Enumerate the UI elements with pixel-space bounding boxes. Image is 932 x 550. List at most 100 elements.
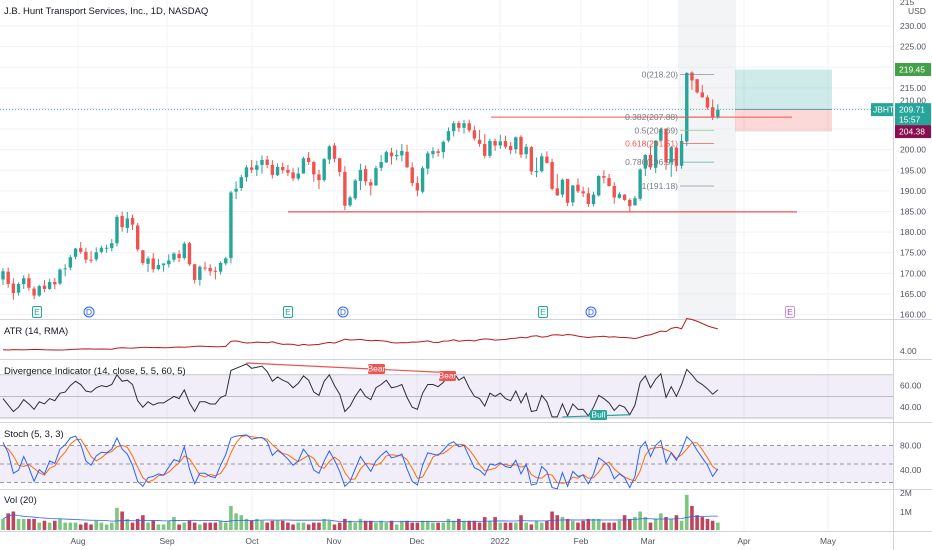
price-axis[interactable]: 230.00225.00215.00210.00209.40200.00195.…: [900, 0, 926, 517]
volume-bar: [690, 505, 694, 530]
volume-pane-title[interactable]: Vol (20): [4, 495, 37, 506]
earnings-marker-text: E: [34, 307, 40, 317]
candle-body: [27, 278, 31, 288]
candle-body: [457, 122, 461, 128]
volume-bar: [379, 520, 383, 530]
volume-bar: [208, 522, 212, 530]
candle-body: [151, 258, 155, 270]
price-tick: 170.00: [900, 268, 926, 278]
volume-tick: 2M: [900, 488, 912, 498]
volume-bar: [53, 520, 57, 530]
candle-body: [187, 243, 192, 265]
candle-body: [716, 109, 720, 117]
volume-bar: [42, 520, 47, 530]
volume-bar: [84, 522, 88, 530]
fib-label: 0.5(204.69): [635, 125, 679, 135]
candle-body: [472, 130, 477, 139]
volume-bar: [229, 505, 233, 530]
volume-bar: [177, 524, 181, 530]
candle-body: [322, 159, 326, 181]
candle-body: [483, 143, 487, 156]
candle-body: [79, 248, 83, 252]
volume-bar: [586, 518, 591, 530]
volume-bar: [716, 522, 720, 530]
volume-bar: [363, 520, 368, 530]
volume-bar: [156, 524, 161, 530]
candle-body: [130, 218, 135, 225]
candle-body: [477, 139, 482, 144]
price-tick: 225.00: [900, 42, 926, 52]
atr-pane-title[interactable]: ATR (14, RMA): [4, 326, 69, 337]
time-tick: May: [820, 536, 837, 546]
divergence-pane-plot: Bear Bear Bull: [2, 362, 719, 420]
candle-body: [68, 257, 73, 268]
time-axis[interactable]: Aug Sep Oct Nov Dec 2022 Feb Mar Apr May: [70, 536, 836, 546]
drawings-layer[interactable]: [0, 69, 893, 213]
volume-bar: [648, 522, 653, 530]
volume-bar: [534, 520, 539, 530]
time-tick: Mar: [641, 536, 656, 546]
volume-bar: [451, 520, 456, 530]
volume-bar: [664, 517, 668, 530]
earnings-marker: [283, 306, 293, 318]
candle-body: [47, 281, 52, 289]
volume-bar: [410, 522, 415, 530]
candle-body: [591, 194, 596, 205]
time-tick: Aug: [70, 536, 85, 546]
candle-body: [63, 268, 67, 270]
candle-body: [669, 147, 673, 163]
volume-bar: [498, 522, 503, 530]
volume-bar: [68, 522, 73, 530]
candle-body: [172, 253, 176, 260]
candle-body: [369, 182, 373, 186]
dividend-marker-text: D: [86, 307, 92, 317]
volume-bar: [457, 518, 461, 530]
volume-bar: [306, 524, 311, 530]
indicator-backgrounds: [0, 0, 893, 483]
candle-body: [633, 198, 637, 206]
volume-bar: [622, 515, 627, 530]
fib-label: 0.618(201.51): [625, 138, 678, 148]
candle-body: [22, 278, 26, 285]
volume-bar: [514, 522, 518, 530]
volume-bar: [16, 518, 21, 530]
volume-bar: [488, 520, 492, 530]
fibonacci-retracement[interactable]: 0(218.20) 0.382(207.88) 0.5(204.69) 0.618(2…: [625, 70, 714, 191]
divergence-pane-title[interactable]: Divergence Indicator (14, close, 5, 5, 6…: [4, 366, 186, 377]
volume-bar: [343, 518, 347, 530]
candle-body: [42, 285, 47, 289]
candle-body: [451, 123, 456, 132]
candle-body: [192, 264, 197, 280]
volume-bar: [182, 522, 187, 530]
volume-bar: [394, 524, 399, 530]
candle-body: [270, 164, 275, 175]
candle-body: [710, 107, 715, 118]
candle-body: [218, 262, 223, 272]
stoch-pane-title[interactable]: Stoch (5, 3, 3): [4, 429, 64, 440]
volume-bar: [301, 522, 306, 530]
candle-body: [508, 145, 513, 151]
volume-bar: [503, 522, 508, 530]
candle-body: [6, 271, 10, 285]
candle-body: [400, 150, 404, 156]
candle-body: [99, 247, 104, 252]
fib-label: 0(218.20): [642, 70, 679, 80]
candle-body: [602, 176, 606, 178]
volume-bar: [353, 522, 358, 530]
time-tick: Feb: [574, 536, 589, 546]
volume-bar: [58, 518, 62, 530]
candles-layer: [1, 71, 720, 300]
volume-bar: [617, 520, 622, 530]
candle-body: [405, 151, 409, 168]
candle-body: [110, 243, 114, 249]
volume-bar: [213, 522, 218, 530]
volume-bar: [275, 520, 280, 530]
atr-tick: 4.00: [900, 346, 917, 356]
stoch-tick: 40.00: [900, 465, 922, 475]
candle-body: [586, 193, 591, 205]
candle-body: [343, 171, 347, 206]
volume-bar: [280, 520, 285, 530]
